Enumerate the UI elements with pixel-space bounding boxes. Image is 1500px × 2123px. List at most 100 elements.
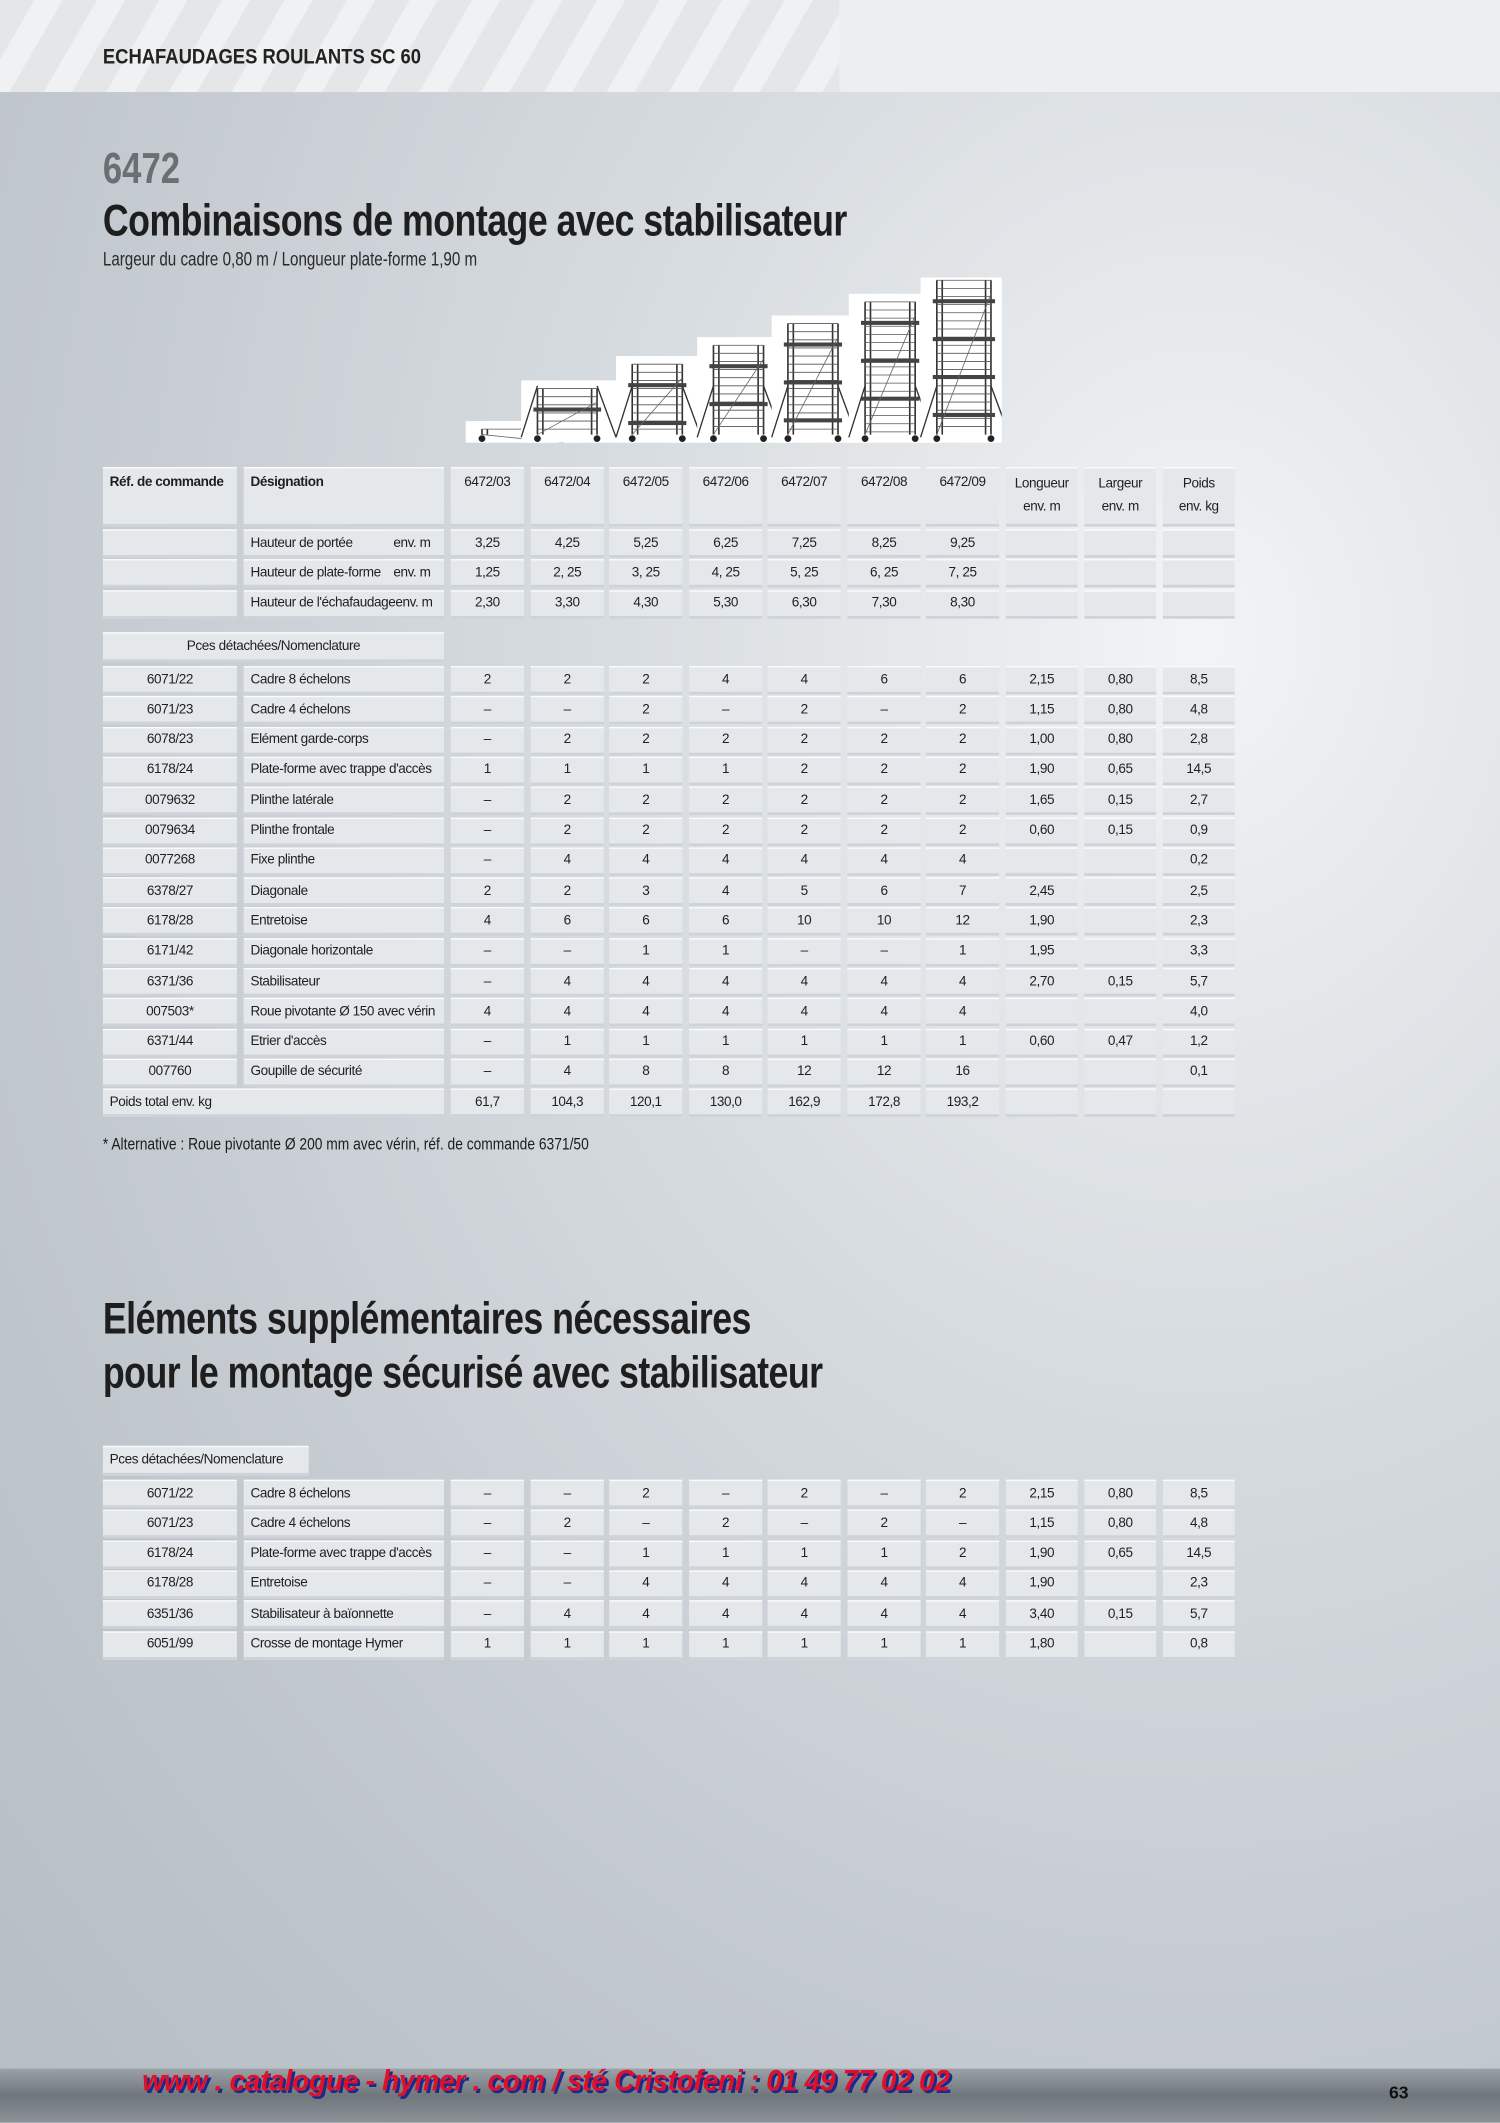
parts-label: Pces détachées/Nomenclature [102, 632, 445, 663]
header-bar [0, 0, 1500, 93]
part-value: 2 [767, 756, 841, 786]
part-value: 2 [847, 817, 921, 846]
part-value: 1 [925, 937, 1000, 967]
model-header: 6472/04 [530, 467, 604, 527]
part-value: 1 [450, 756, 524, 786]
part-value: 1,2 [1162, 1028, 1235, 1057]
part-value: 3,3 [1162, 937, 1235, 967]
scaffold-illustrations [465, 277, 1002, 444]
scaffold-part [628, 435, 636, 443]
part-value: 4 [689, 847, 763, 876]
part-value: 14,5 [1162, 1540, 1235, 1569]
part-value: 1,90 [1005, 756, 1078, 786]
part-value: 1 [847, 1630, 921, 1660]
total-value: 120,1 [609, 1088, 683, 1118]
scaffold-part [787, 336, 839, 435]
part-name: Plate-forme avec trappe d'accès [243, 1540, 445, 1569]
part-value: 1,65 [1005, 786, 1078, 816]
part-value: 14,5 [1162, 756, 1235, 786]
part-value: 6 [609, 907, 683, 937]
part-value: – [689, 1479, 763, 1509]
scaffold-part [710, 435, 717, 443]
part-ref: 6178/28 [102, 1570, 237, 1599]
part-value: 6 [847, 877, 921, 906]
part-value: 4 [689, 1570, 763, 1599]
scaffold-part [628, 421, 687, 426]
scaffold-part [678, 435, 686, 443]
part-value: 1,90 [1005, 907, 1078, 937]
part-name: Etrier d'accès [243, 1028, 445, 1057]
height-value: 8,30 [925, 589, 1000, 619]
part-value: 4,8 [1162, 696, 1235, 725]
part-value: 0,80 [1084, 696, 1157, 725]
part-ref: 6071/23 [102, 1509, 237, 1539]
part-value: 1,90 [1005, 1540, 1078, 1569]
model-header: 6472/08 [847, 467, 921, 527]
part-value: 2,45 [1005, 877, 1078, 906]
part-value: 0,65 [1084, 756, 1157, 786]
part-value: 2 [925, 1479, 1000, 1509]
part-value: 1 [925, 1028, 1000, 1057]
part-value: 6 [530, 907, 604, 937]
empty-cell [1084, 1088, 1157, 1118]
scaffold-part [593, 435, 601, 443]
scaffold-part [861, 358, 920, 363]
part-name: Fixe plinthe [243, 847, 445, 876]
part-value [1005, 1058, 1078, 1087]
part-value: 2 [847, 1509, 921, 1539]
part-value: 2 [925, 756, 1000, 786]
part-value [1084, 937, 1157, 967]
scaffold-part [861, 435, 869, 443]
scaffold-part [533, 407, 602, 412]
part-value: 4 [609, 847, 683, 876]
part-value: 0,15 [1084, 786, 1157, 816]
scaffold-part [932, 299, 996, 304]
height-value: 7,25 [767, 529, 841, 558]
scaffold-part [834, 435, 842, 443]
part-value: 2 [530, 666, 604, 695]
scaffold-part [760, 435, 767, 443]
part-value: 2 [925, 786, 1000, 816]
part-value: 1 [767, 1630, 841, 1660]
part-value: 1 [689, 937, 763, 967]
scaffold-part [990, 385, 1002, 418]
part-value: 4 [609, 998, 683, 1027]
part-value: 2 [847, 786, 921, 816]
total-value: 162,9 [767, 1088, 841, 1118]
part-value: – [689, 696, 763, 725]
part-value: 2,70 [1005, 967, 1078, 997]
part-value: 4 [767, 1570, 841, 1599]
model-header: 6472/06 [689, 467, 763, 527]
part-value: 0,47 [1084, 1028, 1157, 1057]
total-value: 130,0 [689, 1088, 763, 1118]
height-value: 4,30 [609, 589, 683, 619]
part-ref: 6371/44 [102, 1028, 237, 1057]
part-value: 4 [767, 1600, 841, 1629]
height-unit: env. m [395, 595, 433, 611]
part-name: Crosse de montage Hymer [243, 1630, 445, 1660]
scaffold-part [933, 435, 941, 443]
page-number: 63 [1388, 2082, 1409, 2103]
part-value: – [450, 1028, 524, 1057]
height-unit: env. m [393, 535, 431, 551]
part-value: 4 [767, 998, 841, 1027]
part-value: 4 [609, 967, 683, 997]
part-ref: 6371/36 [102, 967, 237, 997]
part-name: Entretoise [243, 907, 445, 937]
part-name: Entretoise [243, 1570, 445, 1599]
part-value: 4 [450, 907, 524, 937]
footer-bar [0, 2068, 1500, 2123]
part-value: 0,9 [1162, 817, 1235, 846]
part-value: 2 [530, 817, 604, 846]
part-ref: 0079632 [102, 786, 237, 816]
part-value: – [450, 1479, 524, 1509]
part-value: 4 [530, 847, 604, 876]
unit-header: Poids env. kg [1162, 467, 1235, 527]
part-value [1084, 1630, 1157, 1660]
part-value: 2 [609, 817, 683, 846]
height-value: 5,25 [609, 529, 683, 558]
part-ref: 6178/24 [102, 756, 237, 786]
part-ref: 6178/24 [102, 1540, 237, 1569]
section-title: Combinaisons de montage avec stabilisate… [102, 194, 847, 246]
part-value: 2 [847, 756, 921, 786]
